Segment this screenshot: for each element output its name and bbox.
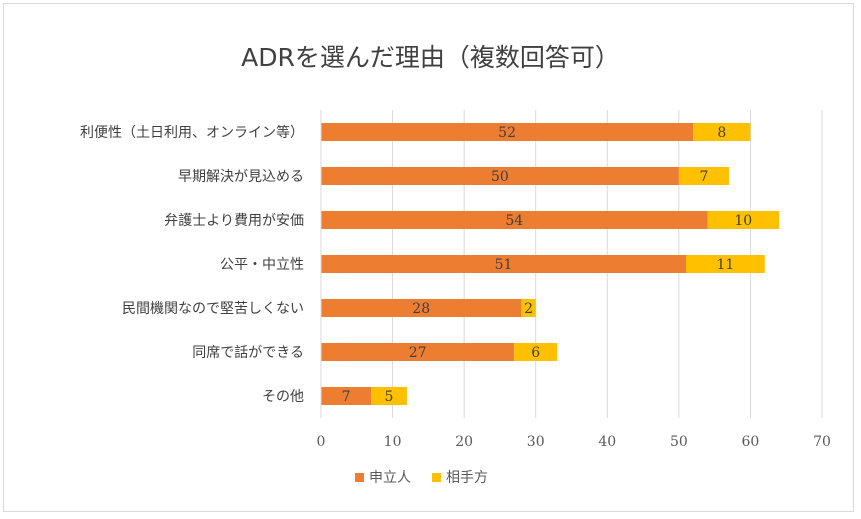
x-tick-label-10: 10: [384, 434, 402, 450]
data-label-applicant-2: 54: [505, 213, 523, 229]
data-label-applicant-3: 51: [495, 257, 513, 273]
category-label-3: 公平・中立性: [220, 257, 304, 273]
data-label-respondent-4: 2: [524, 301, 533, 317]
x-tick-label-50: 50: [670, 434, 688, 450]
x-tick-label-40: 40: [598, 434, 616, 450]
bar-respondent-6: [371, 387, 407, 405]
x-tick-label-20: 20: [455, 434, 473, 450]
bar-applicant-1: [321, 167, 679, 185]
category-label-5: 同席で話ができる: [192, 344, 304, 361]
x-tick-label-30: 30: [527, 434, 545, 450]
bar-respondent-4: [521, 299, 536, 317]
bar-applicant-0: [321, 123, 694, 141]
data-label-applicant-0: 52: [498, 125, 516, 141]
bar-respondent-5: [514, 343, 558, 361]
x-tick-label-70: 70: [813, 434, 831, 450]
data-label-respondent-2: 10: [734, 213, 752, 229]
data-label-applicant-6: 7: [342, 389, 351, 405]
bar-applicant-5: [321, 343, 515, 361]
chart-title: ADRを選んだ理由（複数回答可）: [241, 43, 620, 72]
x-tick-label-60: 60: [742, 434, 760, 450]
data-label-respondent-0: 8: [717, 125, 726, 141]
category-label-4: 民間機関なので堅苦しくない: [122, 301, 304, 317]
data-label-applicant-5: 27: [409, 345, 427, 361]
bar-applicant-3: [321, 255, 687, 273]
data-label-respondent-6: 5: [385, 389, 394, 405]
bar-respondent-3: [686, 255, 765, 273]
legend-swatch-applicant: [355, 473, 364, 482]
legend-label-applicant: 申立人: [369, 470, 411, 486]
category-label-0: 利便性（土日利用、オンライン等）: [80, 124, 304, 141]
category-label-1: 早期解決が見込める: [178, 169, 304, 185]
bar-respondent-1: [678, 167, 729, 185]
data-label-respondent-5: 6: [531, 345, 540, 361]
legend-swatch-respondent: [432, 473, 441, 482]
data-label-applicant-1: 50: [491, 169, 509, 185]
bar-applicant-4: [321, 299, 522, 317]
bar-respondent-0: [693, 123, 751, 141]
bar-respondent-2: [707, 211, 780, 229]
bar-applicant-6: [321, 387, 372, 405]
data-label-respondent-3: 11: [716, 257, 734, 273]
category-label-6: その他: [262, 389, 304, 405]
legend-label-respondent: 相手方: [446, 470, 488, 486]
bar-applicant-2: [321, 211, 708, 229]
data-label-respondent-1: 7: [699, 169, 708, 185]
data-label-applicant-4: 28: [412, 301, 430, 317]
x-tick-label-0: 0: [317, 434, 326, 450]
category-label-2: 弁護士より費用が安価: [164, 213, 304, 229]
